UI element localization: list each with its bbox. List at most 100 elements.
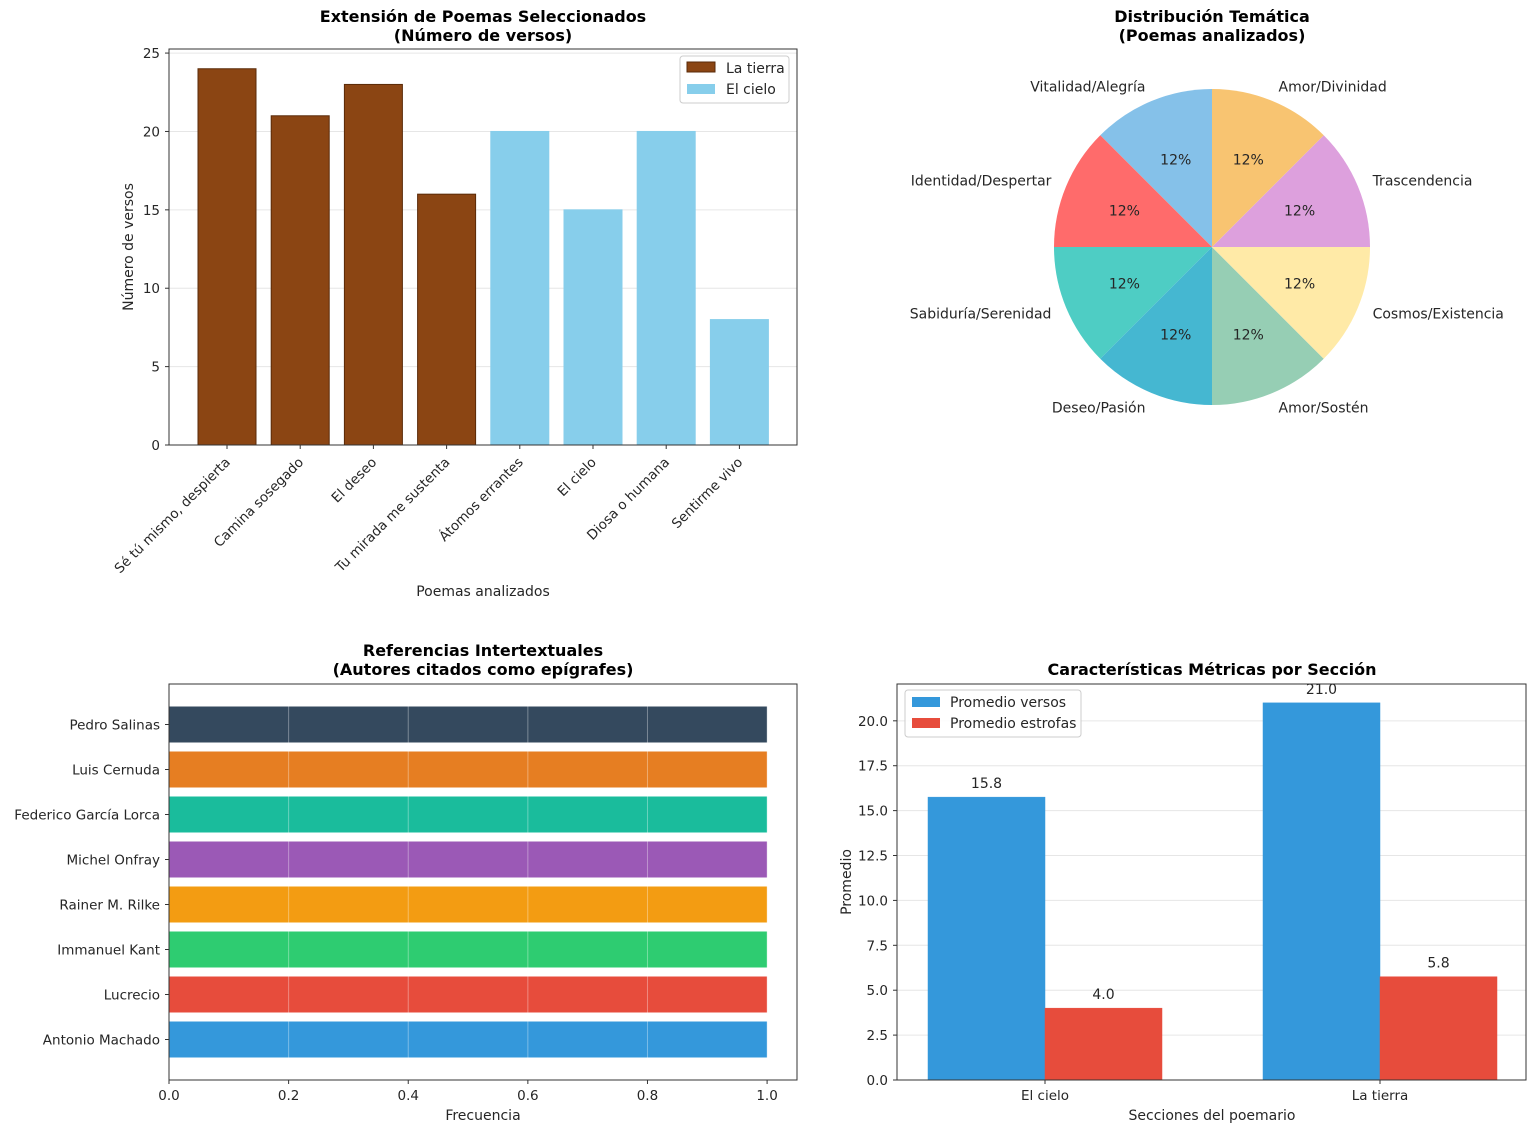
chart4-x-ticks: El cielo La tierra xyxy=(1021,1080,1408,1104)
chart4-legend: Promedio versos Promedio estrofas xyxy=(904,689,1082,738)
bar-camina-sosegado xyxy=(270,115,330,446)
bar-immanuel-kant xyxy=(169,931,768,968)
slice-label-amor-divinidad: Amor/Divinidad xyxy=(1279,79,1387,95)
slice-label-cosmos-existencia: Cosmos/Existencia xyxy=(1373,307,1504,323)
chart4-ytick-label: 10.0 xyxy=(858,893,888,909)
chart1-axes-frame xyxy=(168,48,798,446)
value-label-promedio-versos-la-tierra: 21.0 xyxy=(1306,682,1337,698)
bar-atomos-errantes xyxy=(490,130,550,446)
slice-label-sabiduria-serenidad: Sabiduría/Serenidad xyxy=(910,307,1052,323)
slice-amor-divinidad xyxy=(1212,89,1324,247)
bar-tu-mirada-me-sustenta xyxy=(417,193,477,446)
bar-rainer-m-rilke xyxy=(169,886,768,923)
bar-promedio-versos-el-cielo xyxy=(927,796,1046,1081)
chart2-labels: 12% Vitalidad/Alegría 12% Identidad/Despert… xyxy=(910,79,1504,416)
chart3-ytick-label: Rainer M. Rilke xyxy=(59,898,160,914)
bar-el-deseo xyxy=(343,83,403,446)
chart1-title: Extensión de Poemas Seleccionados xyxy=(320,7,646,26)
chart3-grid xyxy=(168,684,768,1080)
slice-sabiduria-serenidad xyxy=(1054,247,1212,359)
slice-pct-cosmos-existencia: 12% xyxy=(1284,276,1315,292)
chart-intertextual-references: Referencias Intertextuales (Autores cita… xyxy=(14,641,798,1124)
chart3-xtick-label: 0.0 xyxy=(158,1088,179,1104)
chart3-ytick-label: Lucrecio xyxy=(104,988,160,1004)
chart1-subtitle: (Número de versos) xyxy=(394,26,572,45)
bar-promedio-versos-la-tierra xyxy=(1262,702,1381,1081)
chart4-ytick-label: 7.5 xyxy=(867,938,888,954)
chart3-xtick-label: 0.2 xyxy=(278,1088,299,1104)
chart1-ytick-label: 20 xyxy=(143,124,160,140)
slice-pct-amor-divinidad: 12% xyxy=(1233,152,1264,168)
slice-pct-trascendencia: 12% xyxy=(1284,204,1315,220)
slice-deseo-pasion xyxy=(1100,247,1212,405)
slice-trascendencia xyxy=(1212,135,1370,247)
chart4-legend-box xyxy=(904,689,1082,738)
bar-el-cielo xyxy=(563,209,623,446)
chart1-legend: La tierra El cielo xyxy=(679,55,790,104)
chart3-ytick-label: Pedro Salinas xyxy=(69,718,160,734)
slice-label-trascendencia: Trascendencia xyxy=(1372,173,1473,189)
bar-sentirme-vivo xyxy=(709,319,769,446)
value-label-promedio-versos-el-cielo: 15.8 xyxy=(971,776,1002,792)
chart1-ytick-label: 10 xyxy=(143,281,160,297)
chart3-ytick-label: Immanuel Kant xyxy=(57,943,160,959)
bar-promedio-estrofas-el-cielo xyxy=(1044,1007,1163,1081)
value-label-promedio-estrofas-la-tierra: 5.8 xyxy=(1427,956,1449,972)
legend-label-promedio-versos: Promedio versos xyxy=(950,695,1066,711)
legend-swatch-el-cielo xyxy=(687,84,715,94)
chart3-y-ticks: Antonio Machado Lucrecio Immanuel Kant Rain… xyxy=(14,718,169,1049)
slice-pct-identidad-despertar: 12% xyxy=(1109,204,1140,220)
legend-label-promedio-estrofas: Promedio estrofas xyxy=(950,716,1076,732)
slice-label-amor-sosten: Amor/Sostén xyxy=(1279,401,1369,417)
chart3-xtick-label: 0.8 xyxy=(637,1088,658,1104)
chart1-ytick-label: 25 xyxy=(143,46,160,62)
slice-label-deseo-pasion: Deseo/Pasión xyxy=(1052,401,1146,417)
chart3-ytick-label: Michel Onfray xyxy=(67,853,160,869)
legend-label-la-tierra: La tierra xyxy=(726,61,785,77)
chart1-xtick-label: El cielo xyxy=(555,455,600,500)
chart4-ytick-label: 17.5 xyxy=(858,759,888,775)
chart1-y-ticks: 0 5 10 15 20 25 xyxy=(143,46,169,454)
chart4-ytick-label: 5.0 xyxy=(867,983,888,999)
slice-pct-vitalidad-alegria: 12% xyxy=(1160,152,1191,168)
legend-swatch-promedio-versos xyxy=(912,697,940,707)
chart3-x-ticks: 0.0 0.2 0.4 0.6 0.8 1.0 xyxy=(158,1080,778,1104)
chart1-ylabel: Número de versos xyxy=(121,183,137,311)
chart-poem-length: Extensión de Poemas Seleccionados (Númer… xyxy=(112,7,798,600)
chart3-title: Referencias Intertextuales xyxy=(363,641,603,660)
chart2-slices xyxy=(1054,89,1370,405)
chart3-xtick-label: 0.6 xyxy=(517,1088,538,1104)
slice-amor-sosten xyxy=(1212,247,1324,405)
chart3-ytick-label: Luis Cernuda xyxy=(72,763,160,779)
slice-identidad-despertar xyxy=(1054,135,1212,247)
chart3-xlabel: Frecuencia xyxy=(445,1108,520,1124)
chart-theme-distribution: Distribución Temática (Poemas analizados… xyxy=(910,7,1504,417)
bar-diosa-o-humana xyxy=(636,130,696,446)
bar-se-tu-mismo-despierta xyxy=(197,68,257,446)
chart4-xtick-label: El cielo xyxy=(1021,1088,1069,1104)
chart3-subtitle: (Autores citados como epígrafes) xyxy=(333,660,634,679)
chart4-y-ticks: 0.0 2.5 5.0 7.5 10.0 12.5 15.0 17.5 20.0 xyxy=(858,714,897,1089)
chart1-bars xyxy=(197,68,769,446)
slice-pct-sabiduria-serenidad: 12% xyxy=(1109,276,1140,292)
chart1-xtick-label: Sentirme vivo xyxy=(669,455,746,532)
chart4-ytick-label: 2.5 xyxy=(867,1028,888,1044)
value-label-promedio-estrofas-el-cielo: 4.0 xyxy=(1092,987,1114,1003)
bar-antonio-machado xyxy=(169,1021,768,1058)
chart4-xlabel: Secciones del poemario xyxy=(1129,1108,1296,1124)
chart1-ytick-label: 5 xyxy=(151,360,160,376)
chart4-xtick-label: La tierra xyxy=(1352,1088,1409,1104)
chart2-subtitle: (Poemas analizados) xyxy=(1119,26,1306,45)
chart3-xtick-label: 1.0 xyxy=(756,1088,777,1104)
bar-promedio-estrofas-la-tierra xyxy=(1379,976,1498,1081)
chart2-title: Distribución Temática xyxy=(1114,7,1310,26)
legend-swatch-promedio-estrofas xyxy=(912,718,940,728)
slice-label-identidad-despertar: Identidad/Despertar xyxy=(911,173,1052,189)
chart1-ytick-label: 15 xyxy=(143,203,160,219)
chart1-ytick-label: 0 xyxy=(151,438,160,454)
bar-pedro-salinas xyxy=(169,706,768,743)
chart3-xtick-label: 0.4 xyxy=(397,1088,418,1104)
chart4-ytick-label: 20.0 xyxy=(858,714,888,730)
